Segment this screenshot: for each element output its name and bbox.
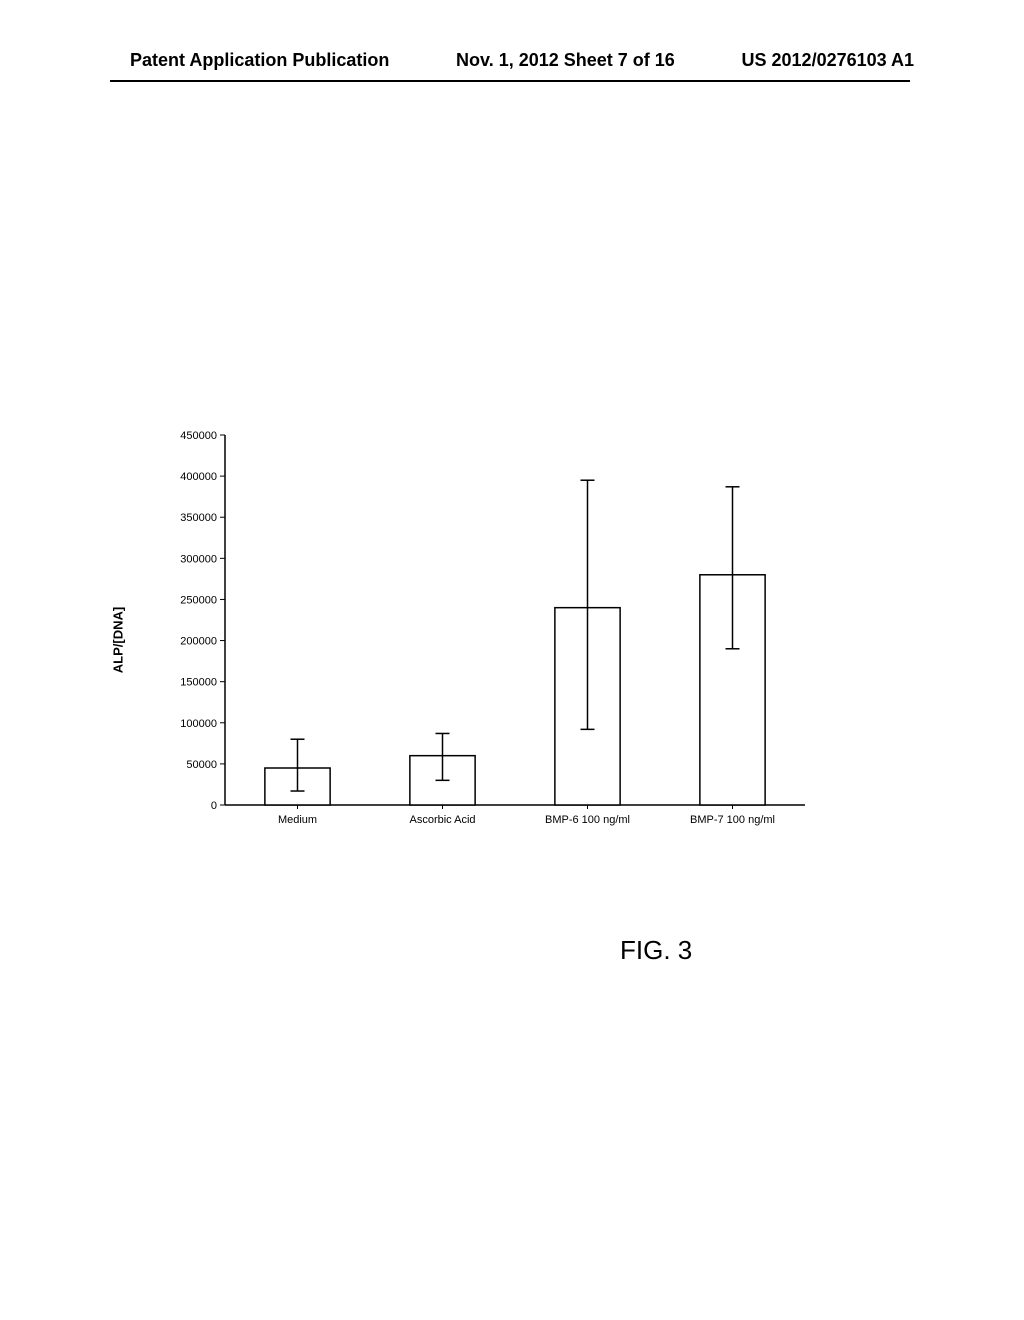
svg-text:200000: 200000 xyxy=(180,636,217,648)
header-right: US 2012/0276103 A1 xyxy=(742,50,914,71)
svg-text:50000: 50000 xyxy=(186,759,217,771)
header-left: Patent Application Publication xyxy=(130,50,389,71)
y-axis-label: ALP/[DNA] xyxy=(111,607,126,673)
page-header: Patent Application Publication Nov. 1, 2… xyxy=(0,50,1024,71)
svg-text:BMP-6 100 ng/ml: BMP-6 100 ng/ml xyxy=(545,814,630,826)
header-rule xyxy=(110,80,910,82)
svg-text:150000: 150000 xyxy=(180,677,217,689)
svg-text:400000: 400000 xyxy=(180,471,217,483)
svg-text:0: 0 xyxy=(211,800,217,812)
svg-text:250000: 250000 xyxy=(180,594,217,606)
chart-container: ALP/[DNA] 050000100000150000200000250000… xyxy=(140,430,840,850)
svg-text:Ascorbic Acid: Ascorbic Acid xyxy=(409,814,475,826)
header-center: Nov. 1, 2012 Sheet 7 of 16 xyxy=(456,50,675,71)
svg-text:300000: 300000 xyxy=(180,553,217,565)
svg-text:100000: 100000 xyxy=(180,718,217,730)
bar-chart: 0 50000 100000 150000 200000 250000 300000 3500… xyxy=(140,430,825,845)
figure-label: FIG. 3 xyxy=(620,935,692,966)
svg-text:450000: 450000 xyxy=(180,430,217,442)
svg-text:Medium: Medium xyxy=(278,814,317,826)
svg-text:350000: 350000 xyxy=(180,512,217,524)
svg-text:BMP-7 100 ng/ml: BMP-7 100 ng/ml xyxy=(690,814,775,826)
